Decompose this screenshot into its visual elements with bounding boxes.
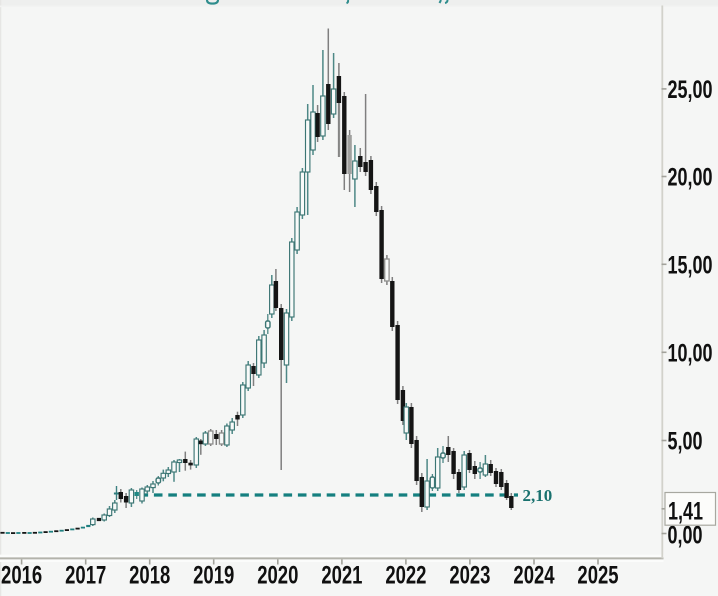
svg-text:15,00: 15,00 [668,251,713,280]
svg-text:2023: 2023 [449,561,490,589]
svg-text:10,00: 10,00 [668,339,713,368]
svg-text:2017: 2017 [65,561,106,589]
svg-text:2022: 2022 [385,561,426,589]
svg-text:2025: 2025 [577,561,618,589]
svg-text:20,00: 20,00 [668,163,713,192]
svg-text:2020: 2020 [257,561,298,589]
svg-text:2024: 2024 [513,561,555,589]
svg-text:25,00: 25,00 [668,75,713,104]
svg-text:1,41: 1,41 [668,496,703,525]
svg-text:2,10: 2,10 [523,486,553,505]
svg-text:2016: 2016 [1,561,42,589]
svg-text:2018: 2018 [129,561,170,589]
svg-text:2019: 2019 [193,561,234,589]
svg-text:5,00: 5,00 [668,427,703,456]
svg-text:2021: 2021 [321,561,362,589]
